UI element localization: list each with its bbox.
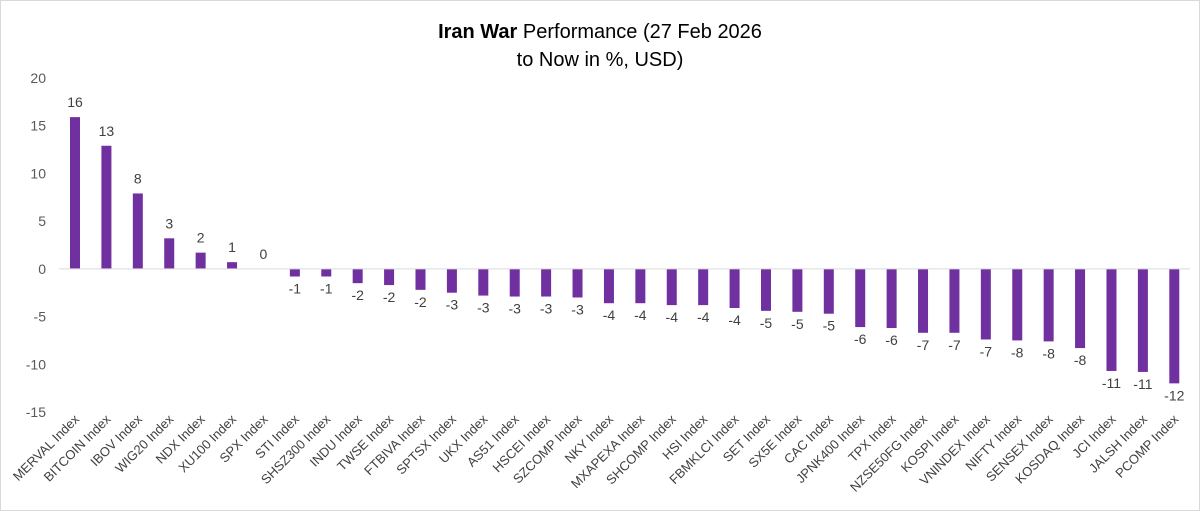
data-label: -5 <box>791 316 804 332</box>
bar <box>980 268 991 340</box>
bar <box>478 268 489 296</box>
bar <box>1075 268 1086 349</box>
data-label: -2 <box>351 287 364 303</box>
data-label: -7 <box>980 343 993 359</box>
bar <box>289 268 300 277</box>
data-label: 8 <box>134 170 142 186</box>
bar <box>729 268 740 308</box>
data-label: 0 <box>260 246 268 262</box>
bar <box>635 268 646 304</box>
data-label: -12 <box>1164 387 1184 403</box>
y-tick-label: -10 <box>26 356 46 372</box>
bar <box>101 145 112 269</box>
bar <box>321 268 332 277</box>
chart-title-bold: Iran War <box>438 21 518 43</box>
bar <box>603 268 614 304</box>
data-label: -6 <box>885 332 898 348</box>
bar <box>1169 268 1180 384</box>
data-label: 2 <box>197 230 205 246</box>
data-label: -2 <box>414 294 427 310</box>
bar <box>132 193 143 269</box>
y-tick-label: 5 <box>38 213 46 229</box>
y-tick-label: 15 <box>30 118 46 134</box>
bar <box>760 268 771 311</box>
bar <box>70 117 81 269</box>
bar <box>195 252 206 269</box>
bar <box>415 268 426 290</box>
data-label: -11 <box>1102 375 1121 391</box>
bar <box>227 262 238 269</box>
bar <box>666 268 677 306</box>
data-label: -2 <box>383 289 396 305</box>
data-label: -5 <box>823 318 836 334</box>
data-label: 13 <box>99 123 115 139</box>
data-label: -4 <box>697 309 710 325</box>
bar <box>384 268 395 286</box>
bar <box>855 268 866 328</box>
data-label: -4 <box>666 309 679 325</box>
data-label: -5 <box>760 315 773 331</box>
bar <box>1012 268 1023 341</box>
y-tick-label: 0 <box>38 261 46 277</box>
data-label: -8 <box>1011 344 1024 360</box>
data-label: -3 <box>446 297 459 313</box>
data-label: -3 <box>508 301 521 317</box>
bar <box>509 268 520 297</box>
data-label: -4 <box>603 307 616 323</box>
bar <box>164 238 175 269</box>
data-label: -7 <box>917 337 930 353</box>
bar <box>352 268 363 284</box>
bar <box>1137 268 1148 372</box>
bar <box>541 268 552 297</box>
data-label: 3 <box>165 215 173 231</box>
data-label: -1 <box>320 280 333 296</box>
bar <box>918 268 929 333</box>
bar <box>572 268 583 298</box>
bar <box>823 268 834 314</box>
data-label: -1 <box>289 280 302 296</box>
data-label: -8 <box>1074 352 1087 368</box>
chart-title: Iran War Performance (27 Feb 2026 to Now… <box>0 18 1200 74</box>
data-label: -3 <box>540 301 553 317</box>
data-label: 16 <box>67 94 83 110</box>
data-label: -3 <box>571 301 584 317</box>
bar <box>446 268 457 293</box>
y-tick-label: -5 <box>34 309 47 325</box>
data-label: 1 <box>228 239 236 255</box>
bar <box>949 268 960 333</box>
chart-title-line2: to Now in %, USD) <box>516 49 684 71</box>
data-label: -3 <box>477 300 490 316</box>
data-label: -11 <box>1133 376 1152 392</box>
data-label: -6 <box>854 331 867 347</box>
y-tick-label: 10 <box>30 165 46 181</box>
bar <box>886 268 897 329</box>
bar <box>792 268 803 312</box>
bar <box>698 268 709 306</box>
y-tick-label: -15 <box>26 404 46 420</box>
data-label: -7 <box>948 337 961 353</box>
bar <box>1106 268 1117 371</box>
data-label: -4 <box>728 312 741 328</box>
y-tick-label: 20 <box>30 70 46 86</box>
bar <box>1043 268 1054 342</box>
data-label: -4 <box>634 307 647 323</box>
data-label: -8 <box>1042 345 1055 361</box>
chart-title-line1: Performance (27 Feb 2026 <box>522 21 762 43</box>
